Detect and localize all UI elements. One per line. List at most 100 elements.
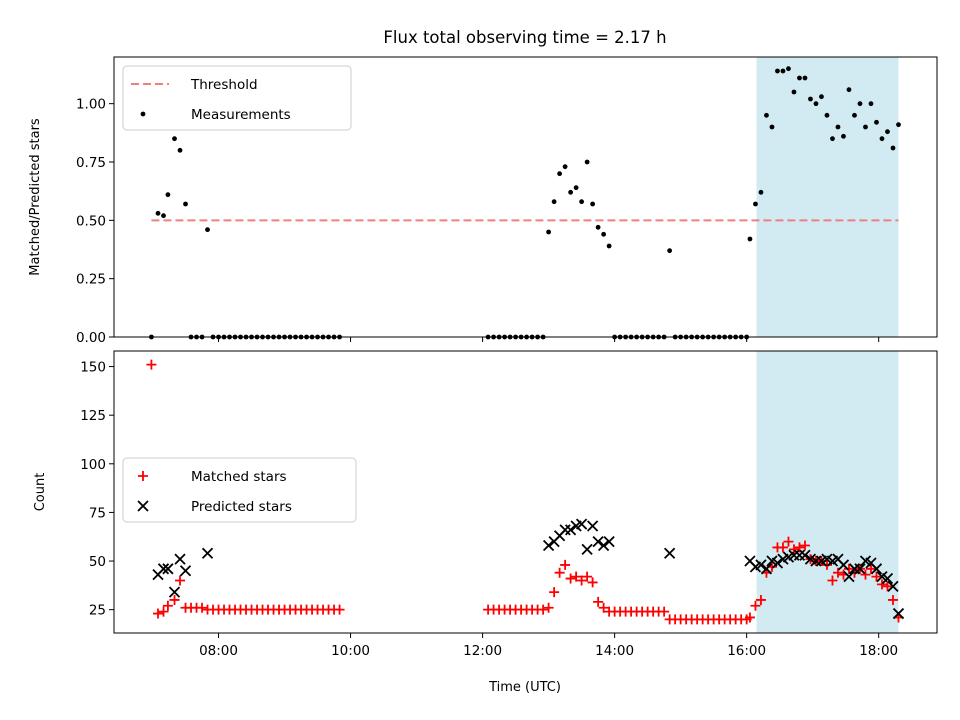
measurement-point	[896, 122, 901, 128]
measurement-point	[573, 185, 579, 191]
measurement-point	[758, 189, 764, 195]
top-shaded-span	[756, 57, 899, 337]
matched-star-point	[162, 600, 173, 611]
matched-star-point	[783, 536, 794, 547]
bottom-shaded-span	[756, 351, 899, 633]
predicted-star-point	[870, 563, 883, 575]
measurement-point	[879, 136, 885, 142]
measurement-point	[205, 227, 210, 233]
measurement-point	[172, 136, 177, 142]
matched-star-point	[587, 577, 598, 588]
bottom-y-axis-label: Count	[33, 473, 48, 512]
matched-star-point	[146, 359, 157, 370]
top-y-axis-label: Matched/Predicted stars	[28, 118, 43, 276]
measurement-point	[165, 192, 171, 198]
legend-label: Threshold	[190, 77, 258, 93]
matched-star-point	[549, 587, 560, 598]
measurement-point	[584, 159, 590, 165]
measurement-point	[802, 75, 808, 81]
measurement-point	[551, 199, 557, 205]
top-axes-frame	[113, 56, 938, 338]
matched-star-point	[554, 567, 565, 578]
matched-star-point	[169, 594, 180, 605]
measurement-point	[874, 119, 879, 125]
x-tick-label: 18:00	[859, 643, 898, 659]
measurement-point	[775, 68, 780, 74]
predicted-star-point	[575, 518, 588, 530]
predicted-star-point	[586, 520, 599, 532]
matched-star-point	[843, 563, 854, 574]
measurement-point	[835, 124, 841, 130]
bottom-y-tick-label: 25	[89, 603, 106, 619]
matched-star-point	[593, 596, 604, 607]
legend-label: Predicted stars	[191, 499, 292, 515]
predicted-star-point	[799, 549, 811, 561]
matched-star-point	[576, 575, 587, 586]
predicted-star-point	[843, 570, 855, 583]
matched-star-point	[538, 604, 549, 615]
measurement-point	[857, 101, 863, 107]
predicted-star-point	[892, 607, 905, 620]
matched-star-point	[659, 606, 670, 617]
matched-star-point	[565, 573, 576, 584]
measurement-point	[786, 66, 791, 72]
matched-star-point	[871, 571, 882, 582]
predicted-star-point	[581, 543, 593, 556]
legend-measurements-swatch	[140, 111, 146, 117]
predicted-star-point	[542, 539, 555, 552]
measurement-point	[819, 94, 824, 100]
predicted-star-point	[162, 563, 174, 575]
predicted-star-point	[157, 563, 170, 575]
legend-label: Measurements	[191, 107, 291, 123]
top-y-tick-label: 1.00	[76, 97, 106, 113]
matched-star-point	[876, 579, 887, 590]
bottom-legend	[122, 457, 357, 523]
measurement-point	[606, 243, 612, 249]
panel-ratio: 0.00 0.25 0.50 0.75 1.00 Threshold Measurement…	[76, 56, 938, 346]
predicted-star-point	[564, 524, 577, 536]
top-y-tick-label: 0.00	[76, 330, 106, 346]
legend-label: Matched stars	[191, 469, 287, 485]
matched-star-point	[827, 575, 838, 586]
legend-predicted-swatch	[137, 500, 149, 512]
top-y-tick-label: 0.25	[76, 272, 106, 288]
measurement-point	[769, 124, 775, 130]
bottom-axes-frame	[113, 350, 938, 634]
measurement-point	[177, 147, 183, 153]
measurement-point	[557, 171, 563, 177]
measurement-point	[852, 112, 857, 118]
x-axis-label: Time (UTC)	[488, 680, 561, 695]
predicted-star-point	[592, 535, 604, 548]
measurement-point	[890, 145, 896, 151]
matched-star-point	[750, 600, 761, 611]
predicted-star-point	[663, 547, 676, 559]
measurement-point	[155, 210, 161, 216]
predicted-star-point	[771, 557, 784, 569]
bottom-y-tick-label: 75	[89, 505, 106, 521]
measurement-point	[667, 248, 673, 254]
top-y-tick-label: 0.75	[76, 155, 106, 171]
predicted-star-point	[881, 572, 894, 585]
matched-star-point	[860, 569, 871, 580]
matched-star-point	[571, 571, 582, 582]
measurement-point	[863, 124, 868, 130]
measurement-point	[601, 231, 607, 237]
bottom-y-tick-label: 150	[80, 360, 106, 376]
measurement-point	[846, 87, 852, 93]
predicted-star-point	[174, 553, 186, 565]
matched-star-point	[582, 571, 593, 582]
matched-star-point	[887, 594, 898, 605]
x-tick-label: 12:00	[463, 643, 502, 659]
predicted-star-point	[760, 563, 773, 575]
measurement-point	[824, 112, 830, 118]
x-tick-label: 08:00	[199, 643, 238, 659]
measurement-point	[590, 201, 596, 207]
measurement-point	[885, 129, 890, 135]
measurement-point	[546, 229, 552, 235]
measurement-point	[562, 164, 568, 170]
x-tick-label: 14:00	[595, 643, 634, 659]
bottom-y-tick-label: 100	[80, 457, 106, 473]
measurement-point	[841, 133, 846, 139]
bottom-y-tick-label: 125	[80, 408, 106, 424]
